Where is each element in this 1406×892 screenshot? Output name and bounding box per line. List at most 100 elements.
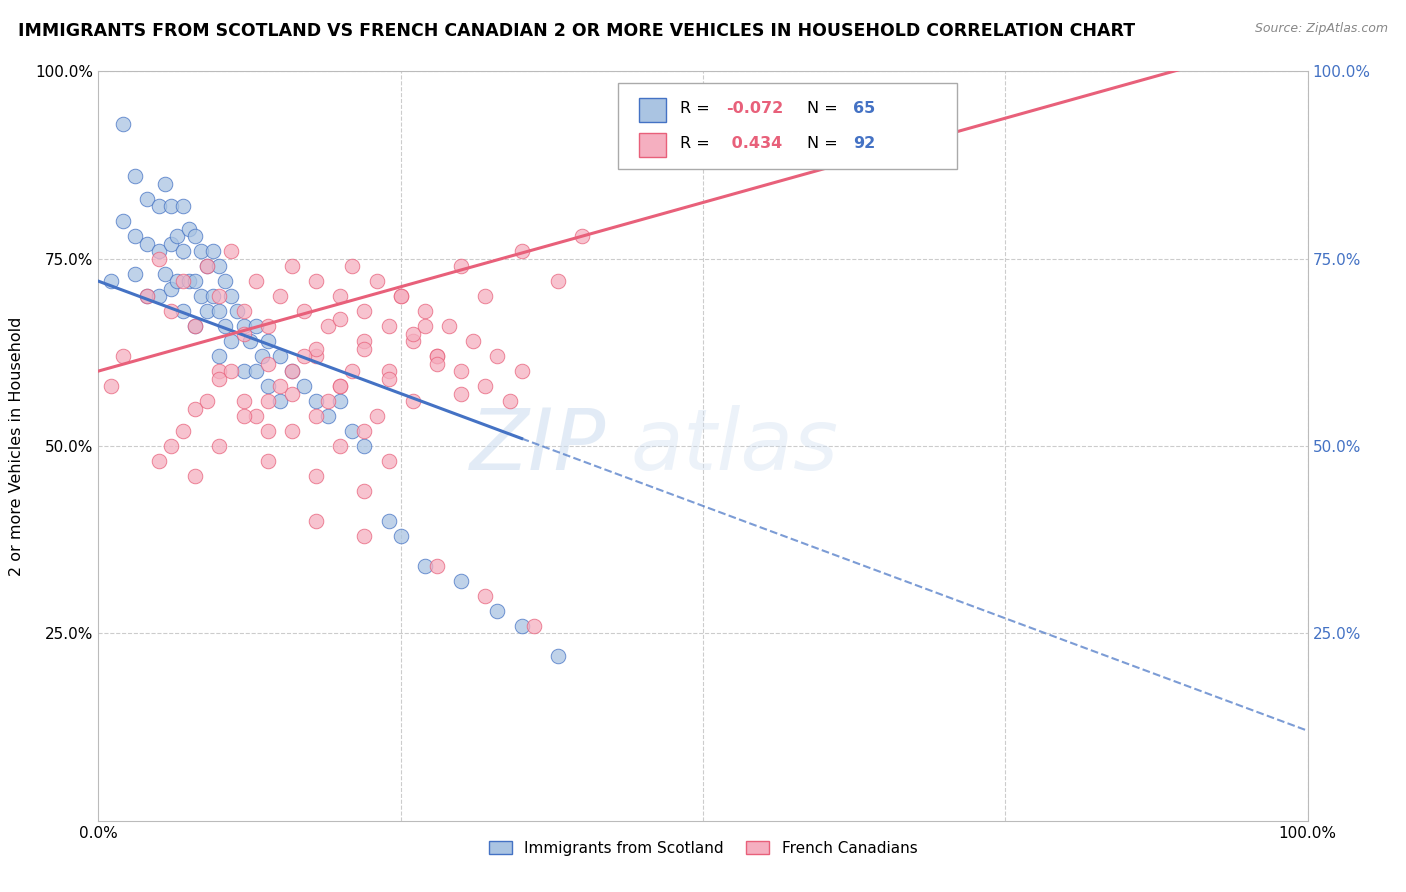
Point [474, 589, 496, 603]
Point [148, 252, 170, 266]
Point [437, 319, 460, 334]
Point [426, 357, 449, 371]
Point [474, 289, 496, 303]
Point [153, 177, 176, 191]
Point [450, 386, 472, 401]
Point [135, 192, 157, 206]
Point [184, 229, 207, 244]
Point [111, 214, 134, 228]
Point [292, 379, 315, 393]
Point [426, 349, 449, 363]
Point [316, 319, 339, 334]
Point [377, 371, 399, 385]
Point [256, 319, 278, 334]
Point [245, 319, 267, 334]
FancyBboxPatch shape [619, 83, 957, 169]
Point [510, 364, 533, 378]
Point [281, 364, 304, 378]
Point [232, 394, 254, 409]
Point [160, 236, 183, 251]
Text: 0.434: 0.434 [725, 136, 782, 152]
Text: IMMIGRANTS FROM SCOTLAND VS FRENCH CANADIAN 2 OR MORE VEHICLES IN HOUSEHOLD CORR: IMMIGRANTS FROM SCOTLAND VS FRENCH CANAD… [18, 22, 1136, 40]
Text: N =: N = [807, 101, 842, 116]
Point [353, 483, 375, 498]
Point [450, 364, 472, 378]
Point [389, 529, 412, 543]
Point [366, 409, 388, 423]
Point [377, 319, 399, 334]
Point [239, 334, 262, 348]
Point [166, 274, 188, 288]
Point [256, 394, 278, 409]
Y-axis label: 2 or more Vehicles in Household: 2 or more Vehicles in Household [10, 317, 24, 575]
Point [232, 364, 254, 378]
Point [450, 259, 472, 273]
Point [426, 558, 449, 573]
Point [353, 424, 375, 438]
Point [510, 619, 533, 633]
Point [269, 349, 291, 363]
Point [353, 334, 375, 348]
Point [190, 289, 212, 303]
Point [184, 274, 207, 288]
Point [486, 349, 509, 363]
Text: -0.072: -0.072 [725, 101, 783, 116]
Point [195, 259, 218, 273]
Point [256, 357, 278, 371]
Point [208, 304, 231, 318]
Point [353, 529, 375, 543]
Point [208, 259, 231, 273]
Point [160, 199, 183, 213]
Point [214, 274, 236, 288]
Point [100, 274, 122, 288]
Point [353, 304, 375, 318]
Point [486, 604, 509, 618]
Point [353, 342, 375, 356]
Point [232, 409, 254, 423]
Text: R =: R = [681, 101, 714, 116]
Point [305, 409, 328, 423]
Point [305, 514, 328, 528]
Point [245, 274, 267, 288]
Point [208, 349, 231, 363]
Point [316, 409, 339, 423]
Point [179, 221, 201, 235]
Point [202, 289, 225, 303]
Point [389, 289, 412, 303]
Point [148, 289, 170, 303]
Point [256, 424, 278, 438]
Text: N =: N = [807, 136, 842, 152]
Point [329, 439, 352, 453]
Point [172, 274, 194, 288]
Point [413, 304, 436, 318]
Point [208, 289, 231, 303]
Legend: Immigrants from Scotland, French Canadians: Immigrants from Scotland, French Canadia… [482, 834, 924, 862]
Point [402, 334, 425, 348]
Text: Source: ZipAtlas.com: Source: ZipAtlas.com [1254, 22, 1388, 36]
Point [135, 289, 157, 303]
Point [135, 289, 157, 303]
Point [269, 289, 291, 303]
Point [281, 364, 304, 378]
Point [474, 379, 496, 393]
Point [256, 379, 278, 393]
Point [498, 394, 520, 409]
Point [256, 454, 278, 468]
Point [226, 304, 249, 318]
Point [148, 244, 170, 259]
Point [342, 259, 364, 273]
Point [172, 424, 194, 438]
Point [184, 401, 207, 416]
Point [510, 244, 533, 259]
Point [463, 334, 485, 348]
Point [160, 282, 183, 296]
Point [342, 364, 364, 378]
Point [208, 439, 231, 453]
Point [329, 289, 352, 303]
Point [245, 364, 267, 378]
Point [329, 379, 352, 393]
Point [426, 349, 449, 363]
Text: atlas: atlas [630, 404, 838, 488]
Point [190, 244, 212, 259]
Point [413, 558, 436, 573]
